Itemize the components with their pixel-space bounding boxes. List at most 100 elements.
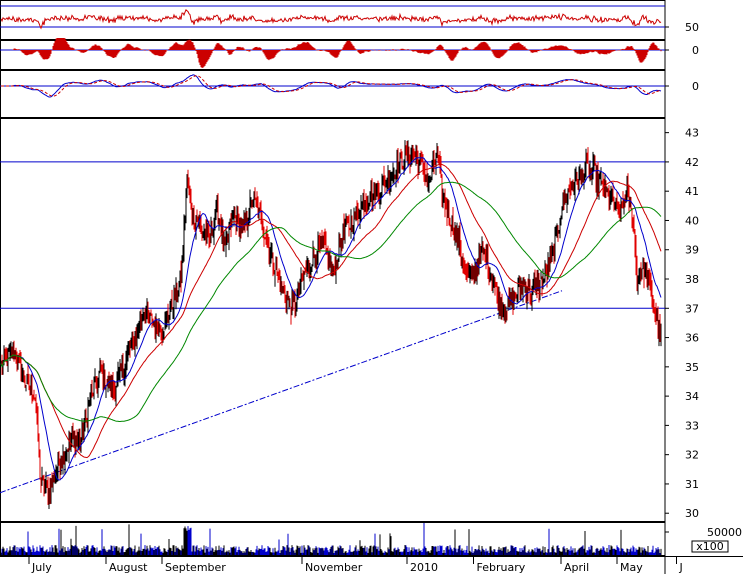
candle-body — [98, 373, 100, 383]
candle-body — [370, 188, 372, 198]
candle-body — [617, 202, 619, 208]
volume-unit-box — [691, 540, 729, 553]
candle-body — [433, 156, 435, 165]
candle-body — [107, 376, 109, 386]
candle-body — [623, 200, 625, 208]
candle-body — [34, 398, 36, 400]
candle-body — [88, 401, 90, 405]
candle-body — [130, 344, 132, 348]
candle-body — [630, 203, 632, 206]
candle-body — [110, 376, 112, 393]
month-label: February — [477, 561, 526, 574]
candle-body — [426, 172, 428, 182]
candle-body — [93, 383, 95, 395]
candle-body — [349, 228, 351, 230]
candle-body — [500, 301, 502, 310]
candle-body — [508, 294, 510, 304]
candle-body — [536, 278, 538, 294]
candle-body — [327, 252, 329, 267]
candle-body — [40, 479, 42, 486]
candle-body — [73, 435, 75, 441]
candle-body — [481, 245, 483, 250]
candle-body — [272, 253, 274, 268]
candle-body — [379, 195, 381, 202]
price-tick-label: 41 — [685, 185, 699, 198]
candle-body — [157, 329, 159, 336]
candle-body — [156, 319, 158, 329]
candle-body — [317, 239, 319, 259]
candle-body — [3, 352, 5, 359]
candle-body — [584, 170, 586, 173]
support-trendline — [0, 290, 563, 494]
candle-body — [87, 406, 89, 426]
candle-body — [191, 207, 193, 217]
candle-body — [372, 194, 374, 202]
candle-body — [291, 296, 293, 311]
candle-body — [12, 343, 14, 352]
candle-body — [29, 389, 31, 391]
candle-body — [616, 200, 618, 203]
candle-body — [195, 219, 197, 230]
candle-body — [553, 243, 555, 258]
candle-body — [303, 272, 305, 280]
candle-body — [411, 150, 413, 160]
candle-body — [621, 202, 623, 204]
candle-body — [353, 211, 355, 233]
candle-body — [279, 276, 281, 292]
candle-body — [125, 359, 127, 372]
candle-body — [146, 306, 148, 315]
month-label: November — [305, 561, 363, 574]
candle-body — [346, 215, 348, 222]
candle-body — [117, 371, 119, 380]
candle-body — [257, 203, 259, 218]
candle-body — [295, 305, 297, 307]
macd-tick-label: 0 — [692, 80, 699, 93]
price-axis: 30 31 32 33 34 35 36 37 38 39 40 41 42 43 50 0 0 50000x10… — [665, 21, 742, 553]
candle-body — [436, 146, 438, 158]
candle-body — [522, 282, 524, 296]
candle-body — [201, 226, 203, 232]
candle-body — [315, 255, 317, 263]
candle-body — [642, 258, 644, 267]
candle-body — [594, 162, 596, 165]
candle-body — [56, 470, 58, 478]
candle-body — [397, 153, 399, 174]
candle-body — [71, 432, 73, 439]
candle-body — [570, 186, 572, 188]
candle-body — [468, 272, 470, 274]
candle-body — [123, 374, 125, 376]
candle-body — [582, 172, 584, 183]
candle-body — [366, 201, 368, 208]
candle-body — [203, 233, 205, 235]
candle-body — [385, 181, 387, 186]
candle-body — [463, 262, 465, 267]
candle-body — [212, 232, 214, 237]
candle-body — [103, 368, 105, 388]
candle-body — [378, 190, 380, 199]
candle-body — [155, 316, 157, 334]
candle-body — [263, 234, 265, 239]
candle-body — [297, 284, 299, 294]
candle-body — [345, 218, 347, 228]
candle-body — [49, 484, 51, 496]
price-tick-label: 39 — [685, 244, 699, 257]
candle-body — [348, 218, 350, 228]
candle-body — [368, 205, 370, 209]
candle-body — [475, 267, 477, 273]
candle-body — [230, 222, 232, 228]
price-tick-label: 40 — [685, 214, 699, 227]
candle-body — [424, 168, 426, 181]
candle-body — [564, 194, 566, 201]
candle-body — [225, 235, 227, 250]
candle-body — [122, 359, 124, 371]
candle-body — [15, 354, 17, 363]
candle-body — [373, 184, 375, 196]
candle-body — [517, 286, 519, 300]
candle-body — [528, 282, 530, 290]
candle-body — [339, 241, 341, 247]
candle-body — [515, 293, 517, 297]
candle-body — [206, 228, 208, 243]
candle-body — [505, 315, 507, 317]
candle-body — [326, 249, 328, 253]
candle-body — [42, 477, 44, 479]
